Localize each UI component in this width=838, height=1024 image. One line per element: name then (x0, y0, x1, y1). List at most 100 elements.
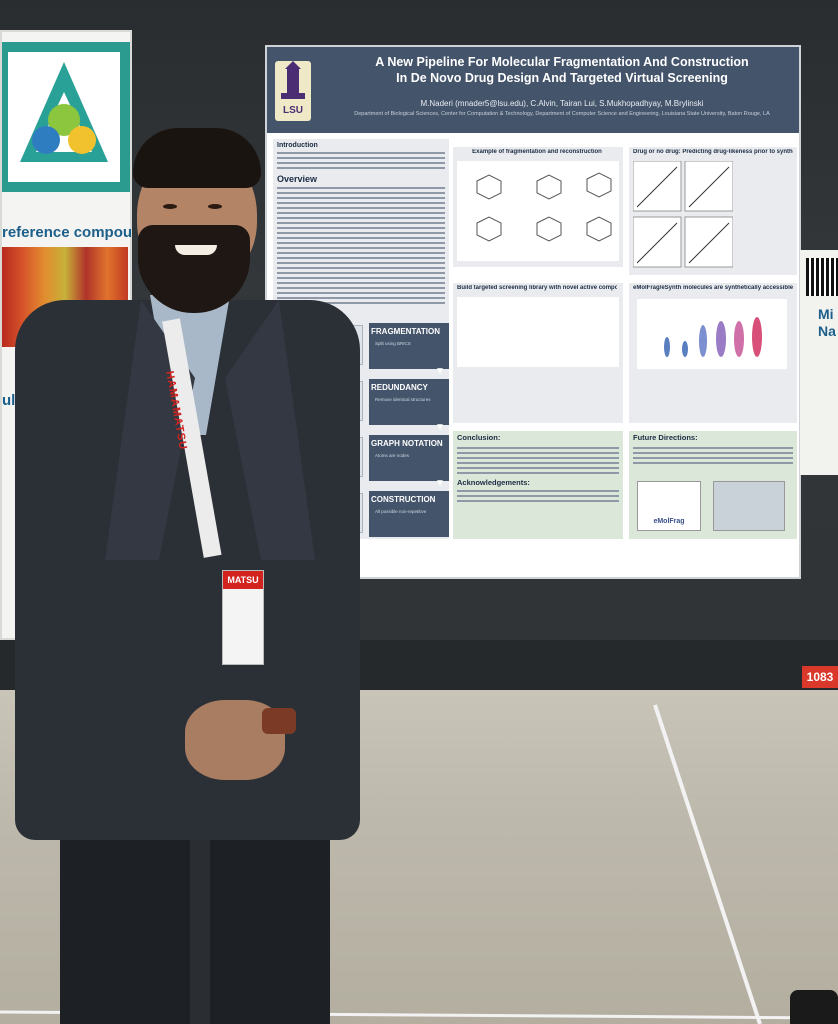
band-label: CONSTRUCTION (371, 495, 436, 504)
text-line (277, 212, 445, 214)
right-text-line2: Na (818, 323, 836, 339)
poster-header: LSU A New Pipeline For Molecular Fragmen… (267, 47, 799, 133)
text-line (633, 447, 793, 449)
text-line (277, 287, 445, 289)
text-line (277, 162, 445, 164)
scatter-plots-icon (633, 161, 733, 268)
text-line (277, 272, 445, 274)
band-sub: All possible non-repetitive (375, 509, 427, 514)
library-figure (457, 297, 619, 367)
text-line (457, 490, 619, 492)
band-label: REDUNDANCY (371, 383, 428, 392)
band-sub: Remove identical structures (375, 397, 431, 402)
tower-logo-icon: LSU (281, 61, 305, 116)
svg-text:LSU: LSU (283, 105, 303, 116)
druglikeness-title: Drug or no drug: Predicting drug-likenes… (633, 149, 793, 155)
conclusion-panel: Conclusion: Acknowledgements: (453, 431, 623, 539)
text-line (457, 447, 619, 449)
text-line (277, 192, 445, 194)
text-line (457, 462, 619, 464)
text-line (277, 207, 445, 209)
band-sub: Split using BRICS (375, 341, 411, 346)
molecule-figure-icon (457, 161, 619, 261)
text-line (633, 462, 793, 464)
university-logo: LSU (275, 61, 311, 121)
band-box (369, 323, 449, 369)
text-line (277, 237, 445, 239)
text-line (457, 495, 619, 497)
band-box (369, 491, 449, 537)
poster-authors: M.Naderi (mnader5@lsu.edu), C.Alvin, Tai… (420, 99, 704, 108)
library-title: Build targeted screening library with no… (457, 285, 617, 291)
bag (790, 990, 838, 1024)
future-panel: Future Directions: eMolFrag (629, 431, 797, 539)
down-arrow-icon: ▼ (435, 366, 445, 377)
band-label: GRAPH NOTATION (371, 439, 443, 448)
text-line (277, 297, 445, 299)
text-line (277, 262, 445, 264)
future-figure (713, 481, 785, 531)
druglikeness-panel: Drug or no drug: Predicting drug-likenes… (629, 147, 797, 275)
band-label: FRAGMENTATION (371, 327, 441, 336)
person-smile (175, 245, 217, 255)
down-arrow-icon: ▼ (435, 422, 445, 433)
text-line (277, 167, 445, 169)
neighbor-logo (8, 52, 120, 182)
badge-header: MATSU (223, 571, 263, 589)
synth-title: eMolFrag/eSynth molecules are synthetica… (633, 285, 793, 291)
down-arrow-icon: ▼ (435, 478, 445, 489)
band-box (369, 379, 449, 425)
text-line (457, 472, 619, 474)
text-line (277, 227, 445, 229)
text-line (277, 157, 445, 159)
emolfrag-logo: eMolFrag (637, 481, 701, 531)
synth-panel: eMolFrag/eSynth molecules are synthetica… (629, 283, 797, 423)
text-line (277, 252, 445, 254)
text-line (277, 257, 445, 259)
example-title: Example of fragmentation and reconstruct… (472, 149, 602, 155)
text-line (277, 242, 445, 244)
text-line (457, 452, 619, 454)
trouser-gap (190, 820, 210, 1024)
text-line (277, 247, 445, 249)
eye-right (208, 204, 222, 209)
ack-heading: Acknowledgements: (457, 478, 530, 487)
text-line (277, 292, 445, 294)
right-text-line1: Mi (818, 306, 834, 322)
text-line (277, 267, 445, 269)
text-line (277, 282, 445, 284)
text-line (277, 302, 445, 304)
person-beard (138, 225, 250, 313)
text-line (457, 500, 619, 502)
wristwatch-icon (262, 708, 296, 734)
text-line (277, 277, 445, 279)
text-line (457, 467, 619, 469)
text-line (277, 152, 445, 154)
band-box (369, 435, 449, 481)
poster-title-line1: A New Pipeline For Molecular Fragmentati… (375, 55, 749, 69)
right-neighbor-text: Mi Na (818, 306, 838, 340)
triangle-logo-icon (20, 62, 108, 162)
person-hair (133, 128, 261, 188)
neighbor-logo-frame (2, 42, 130, 192)
booth-number-sign: 1083 (802, 666, 838, 688)
text-line (277, 202, 445, 204)
text-line (277, 187, 445, 189)
name-badge: MATSU (222, 570, 264, 665)
conclusion-heading: Conclusion: (457, 433, 501, 442)
overview-heading: Overview (277, 174, 318, 184)
neighbor-heading: reference compounds (2, 224, 132, 241)
text-line (633, 457, 793, 459)
text-line (633, 452, 793, 454)
intro-heading: Introduction (277, 142, 318, 149)
example-panel: Example of fragmentation and reconstruct… (453, 147, 623, 267)
text-line (277, 217, 445, 219)
text-line (277, 222, 445, 224)
band-sub: Atoms are nodes (375, 453, 410, 458)
text-line (457, 457, 619, 459)
text-line (277, 232, 445, 234)
library-panel: Build targeted screening library with no… (453, 283, 623, 423)
poster-affiliation: Department of Biological Sciences, Cente… (354, 111, 770, 117)
violin-plot-icon (637, 299, 787, 369)
text-line (277, 197, 445, 199)
